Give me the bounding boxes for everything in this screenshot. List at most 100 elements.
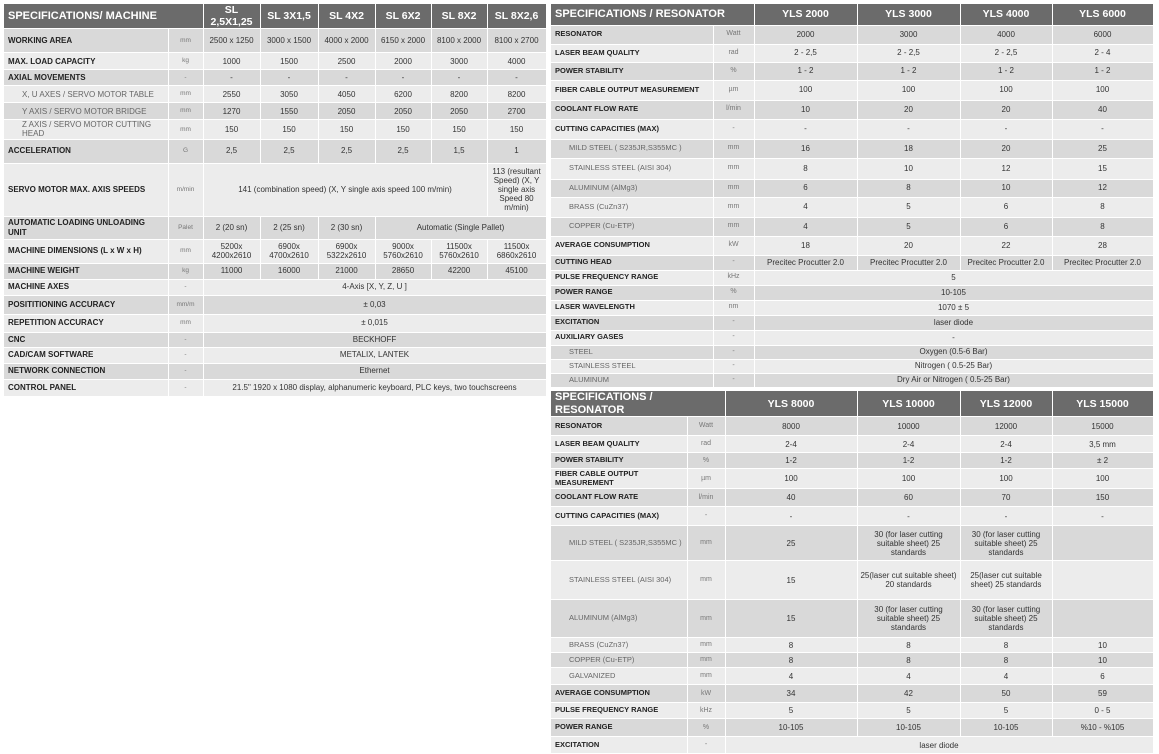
table-row: CONTROL PANEL -21.5" 1920 x 1080 display,… [4, 379, 547, 397]
value-cell: 1,5 [431, 139, 488, 164]
table-row: LASER WAVELENGTH nm 1070 ± 5 [551, 300, 1154, 316]
value-cell: 10 [1052, 652, 1154, 669]
value-cell: 40 [1052, 100, 1154, 120]
row-label: RESONATOR [551, 416, 688, 437]
value-cell: 10-105 [857, 718, 961, 738]
value-cell: 11500x 5760x2610 [431, 239, 488, 264]
value-cell: 100 [960, 80, 1053, 101]
value-cell: 1 - 2 [754, 62, 858, 81]
column-header: SL 8X2,6 [487, 4, 547, 30]
value-cell: - [203, 69, 261, 87]
table-row: ALUMINUM - Dry Air or Nitrogen ( 0.5-25 Ba… [551, 373, 1154, 388]
table-row: STEEL - Oxygen (0.5-6 Bar) [551, 345, 1154, 360]
value-cell: Precitec Procutter 2.0 [1052, 255, 1154, 271]
value-cell: - [260, 69, 319, 87]
row-label: POSITITIONING ACCURACY [4, 295, 169, 315]
value-cell: 8100 x 2000 [431, 28, 488, 54]
value-cell: 8 [1052, 197, 1154, 218]
table-row: LASER BEAM QUALITY rad 2-4 2-4 2-4 3,5 mm [551, 435, 1154, 454]
value-cell: 1 - 2 [1052, 62, 1154, 81]
value-cell: - [318, 69, 376, 87]
value-cell: 8200 [431, 85, 488, 104]
table-row: FIBER CABLE OUTPUT MEASUREMENT µm 100 100 10… [551, 468, 1154, 490]
row-unit: mm [168, 85, 204, 104]
value-cell: 5 [725, 702, 858, 720]
table-row: ALUMINUM (AlMg3) mm 6 8 10 12 [551, 179, 1154, 198]
value-cell: 70 [960, 488, 1053, 508]
row-label: LASER BEAM QUALITY [551, 435, 688, 454]
row-label: COOLANT FLOW RATE [551, 488, 688, 508]
table-row: NETWORK CONNECTION - Ethernet [4, 363, 547, 380]
value-cell: 1 - 2 [857, 62, 961, 81]
header-row: SPECIFICATIONS / RESONATOR YLS 2000 YLS 30… [551, 4, 1154, 26]
row-unit: - [713, 315, 755, 331]
value-cell: 8 [857, 652, 961, 669]
row-unit: mm [168, 119, 204, 140]
row-label: POWER STABILITY [551, 62, 714, 81]
value-cell: - [857, 119, 961, 140]
value-cell: 150 [1052, 488, 1154, 508]
value-cell: 8 [960, 652, 1053, 669]
value-cell: 15 [1052, 158, 1154, 180]
table-row: MILD STEEL ( S235JR,S355MC ) mm 25 30 (for … [551, 525, 1154, 562]
table-row: WORKING AREA mm 2500 x 1250 3000 x 1500 4000… [4, 28, 547, 54]
table-row: POWER RANGE% 10-105 10-105 10-105 %10 - %105 [551, 718, 1154, 738]
column-header: YLS 8000 [725, 391, 858, 418]
value-cell: 28 [1052, 236, 1154, 256]
value-cell: 10 [754, 100, 858, 120]
table-row: CNC - BECKHOFF [4, 332, 547, 348]
row-unit: mm [713, 179, 755, 198]
table-row: COOLANT FLOW RATE l/min 40 60 70 150 [551, 488, 1154, 508]
value-cell: 21000 [318, 263, 376, 280]
value-cell: 150 [203, 119, 261, 140]
row-unit: mm [687, 525, 726, 562]
table-row: ACCELERATION G 2,5 2,5 2,5 2,5 1,5 1 [4, 139, 547, 164]
value-cell: Nitrogen ( 0.5-25 Bar) [754, 359, 1154, 374]
row-unit: mm [687, 560, 726, 601]
value-cell: 1-2 [725, 452, 858, 470]
value-cell: Precitec Procutter 2.0 [754, 255, 858, 271]
row-unit: kg [168, 52, 204, 71]
value-cell: - [487, 69, 547, 87]
row-unit: - [168, 347, 204, 364]
value-cell: 2-4 [960, 435, 1053, 454]
column-header: SL 3X1,5 [260, 4, 319, 30]
row-label: CUTTING CAPACITIES (MAX) [551, 506, 688, 527]
row-label: LASER BEAM QUALITY [551, 44, 714, 63]
value-cell: 2 (30 sn) [318, 216, 376, 240]
value-cell: 150 [375, 119, 432, 140]
value-cell: 11500x 6860x2610 [487, 239, 547, 264]
value-cell: 25(laser cut suitable sheet) 25 standard… [960, 560, 1053, 601]
value-cell: 12000 [960, 416, 1053, 437]
table-row: REPETITION ACCURACY mm ± 0,015 [4, 314, 547, 333]
row-unit: - [687, 506, 726, 527]
column-header: SL 6X2 [375, 4, 432, 30]
value-cell: - [1052, 119, 1154, 140]
table-row: STAINLESS STEEL - Nitrogen ( 0.5-25 Bar) [551, 359, 1154, 374]
value-cell: 4000 [960, 25, 1053, 45]
table-row: AUXILIARY GASES - - [551, 330, 1154, 346]
row-label: NETWORK CONNECTION [4, 363, 169, 380]
table-row: X, U AXES / SERVO MOTOR TABLE mm 2550 3050 4… [4, 85, 547, 104]
row-label: REPETITION ACCURACY [4, 314, 169, 333]
row-label: MACHINE WEIGHT [4, 263, 169, 280]
row-unit: mm [168, 28, 204, 54]
row-label: EXCITATION [551, 315, 714, 331]
value-cell: laser diode [725, 736, 1154, 754]
value-cell: 15 [725, 599, 858, 639]
row-unit: µm [713, 80, 755, 101]
value-cell: Oxygen (0.5-6 Bar) [754, 345, 1154, 360]
row-label: WORKING AREA [4, 28, 169, 54]
value-cell: 2050 [318, 102, 376, 121]
table-row: BRASS (CuZn37) mm 8 8 8 10 [551, 637, 1154, 654]
value-cell [1052, 599, 1154, 639]
value-cell: - [431, 69, 488, 87]
value-cell: 5 [857, 702, 961, 720]
value-cell: 2,5 [260, 139, 319, 164]
value-cell: 2-4 [857, 435, 961, 454]
header-row: SPECIFICATIONS/ MACHINE SL 2,5X1,25 SL 3X1… [4, 4, 547, 30]
value-cell: 2 - 2,5 [754, 44, 858, 63]
value-cell: 1-2 [960, 452, 1053, 470]
row-unit: - [713, 330, 755, 346]
column-header: YLS 2000 [754, 4, 858, 26]
